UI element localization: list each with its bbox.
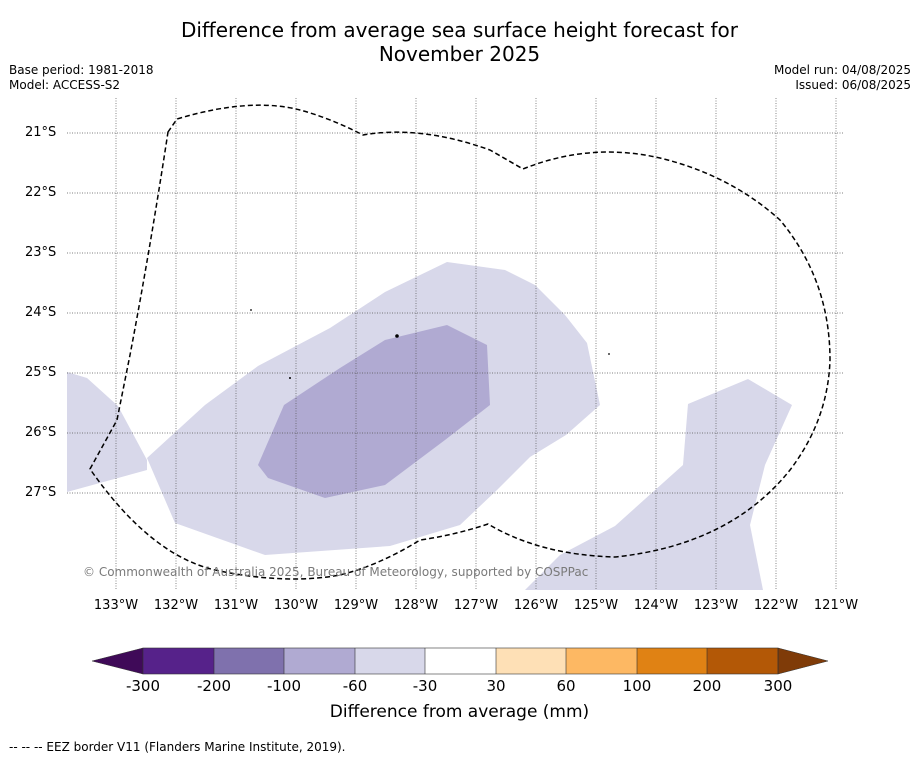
colorbar-bin-9: [707, 648, 778, 674]
colorbar-title: Difference from average (mm): [329, 702, 590, 722]
lon-label-133w: 133°W: [93, 598, 139, 613]
gridlines: [67, 98, 843, 590]
lon-label-121w: 121°W: [813, 598, 859, 613]
lat-label-25s: 25°S: [25, 365, 57, 380]
lon-label-127w: 127°W: [453, 598, 499, 613]
lon-label-129w: 129°W: [333, 598, 379, 613]
lon-label-124w: 124°W: [633, 598, 679, 613]
lon-label-126w: 126°W: [513, 598, 559, 613]
lat-label-24s: 24°S: [25, 305, 57, 320]
cbar-tick-5: -30: [412, 677, 438, 695]
lon-label-130w: 130°W: [273, 598, 319, 613]
colorbar-bin-8: [637, 648, 707, 674]
lat-label-27s: 27°S: [25, 485, 57, 500]
colorbar-bin-7: [566, 648, 637, 674]
cbar-tick-1: -300: [125, 677, 161, 695]
colorbar: [91, 647, 829, 675]
islands: [250, 309, 610, 379]
eez-border: [89, 104, 831, 580]
base-period-text: Base period: 1981-2018: [9, 63, 154, 77]
issued-text: Issued: 06/08/2025: [795, 78, 911, 92]
title-line-1: Difference from average sea surface heig…: [180, 18, 739, 42]
cbar-tick-10: 300: [763, 677, 793, 695]
lat-label-22s: 22°S: [25, 185, 57, 200]
cbar-tick-7: 60: [556, 677, 576, 695]
colorbar-bin-1: [143, 648, 214, 674]
cbar-tick-8: 100: [622, 677, 652, 695]
lon-label-123w: 123°W: [693, 598, 739, 613]
cbar-tick-2: -200: [196, 677, 232, 695]
colorbar-bin-5: [425, 648, 496, 674]
colorbar-extend-low: [91, 647, 144, 675]
eez-footnote: -- -- -- EEZ border V11 (Flanders Marine…: [9, 740, 346, 754]
lon-label-132w: 132°W: [153, 598, 199, 613]
copyright-notice: © Commonwealth of Australia 2025, Bureau…: [83, 565, 589, 579]
cbar-tick-3: -100: [266, 677, 302, 695]
colorbar-frame: [142, 647, 779, 675]
colorbar-bin-6: [496, 648, 566, 674]
lat-label-21s: 21°S: [25, 125, 57, 140]
lon-label-122w: 122°W: [753, 598, 799, 613]
lon-label-125w: 125°W: [573, 598, 619, 613]
colorbar-bin-2: [214, 648, 284, 674]
medium-anomaly-core: [258, 325, 490, 498]
lat-label-26s: 26°S: [25, 425, 57, 440]
cbar-tick-9: 200: [692, 677, 722, 695]
cbar-tick-6: 30: [486, 677, 506, 695]
lon-label-131w: 131°W: [213, 598, 259, 613]
colorbar-extend-high: [777, 647, 829, 675]
model-text: Model: ACCESS-S2: [9, 78, 121, 92]
lon-label-128w: 128°W: [393, 598, 439, 613]
colorbar-bin-3: [284, 648, 355, 674]
cbar-tick-4: -60: [342, 677, 368, 695]
colorbar-dividers: [213, 648, 708, 674]
model-run-text: Model run: 04/08/2025: [773, 63, 911, 77]
light-anomaly-west: [67, 372, 147, 492]
colorbar-bin-4: [355, 648, 425, 674]
map-area: [67, 98, 843, 590]
chart-title: Difference from average sea surface heig…: [0, 18, 919, 66]
lat-label-23s: 23°S: [25, 245, 57, 260]
light-anomaly-southeast: [525, 379, 792, 590]
model-run-info: Model run: 04/08/2025 Issued: 06/08/2025: [774, 63, 911, 93]
title-line-2: November 2025: [378, 42, 541, 66]
base-period-info: Base period: 1981-2018 Model: ACCESS-S2: [9, 63, 154, 93]
